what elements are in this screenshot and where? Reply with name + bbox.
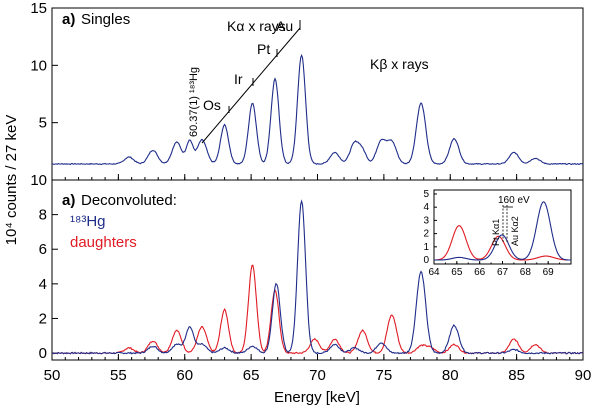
inset-series-hg183 — [434, 201, 571, 261]
y-tick-label: 0 — [423, 255, 429, 266]
gamma-line-label: 60.37(1) ¹⁸³Hg — [188, 67, 200, 137]
y-tick-label: 1 — [423, 242, 429, 253]
inset-series-group — [434, 201, 571, 261]
x-tick-label: 69 — [543, 267, 555, 278]
kalpha-label: Kα x rays — [227, 18, 286, 34]
x-tick-label: 66 — [474, 267, 486, 278]
bottom-x-ticks: 50 55 60 65 70 75 80 85 90 — [44, 354, 591, 384]
bottom-series-group — [51, 199, 584, 355]
x-tick-label: 60 — [176, 367, 193, 384]
x-tick-label: 80 — [442, 367, 459, 384]
y-axis-title: 10⁴ counts / 27 keV — [3, 115, 20, 246]
x-tick-label: 90 — [575, 367, 591, 384]
y-tick-label: 5 — [39, 115, 47, 132]
ir-label: Ir — [234, 71, 243, 87]
y-tick-label: 4 — [423, 202, 429, 213]
top-series-group — [51, 53, 584, 166]
bottom-panel-title: Deconvoluted: — [81, 192, 177, 209]
top-panel-title: Singles — [81, 11, 130, 28]
x-tick-label: 85 — [508, 367, 525, 384]
series-line-singles — [51, 53, 584, 166]
x-tick-label: 55 — [110, 367, 127, 384]
x-tick-label: 75 — [376, 367, 393, 384]
top-panel-label: a) — [62, 11, 75, 28]
inset-x-ticks: 64 65 66 67 68 69 — [428, 261, 572, 278]
x-axis-title: Energy [keV] — [274, 389, 360, 406]
series-line-hg183 — [51, 199, 584, 355]
kbeta-label: Kβ x rays — [370, 56, 429, 72]
series-line-daughters — [51, 264, 584, 355]
au-label: Au — [276, 18, 293, 34]
os-label: Os — [203, 97, 221, 113]
x-tick-label: 65 — [451, 267, 463, 278]
x-tick-label: 65 — [243, 367, 260, 384]
x-tick-label: 64 — [428, 267, 440, 278]
inset-series-daughters — [434, 225, 571, 261]
x-tick-label: 68 — [520, 267, 532, 278]
bottom-panel-label: a) — [62, 192, 75, 209]
legend-hg: ¹⁸³Hg — [70, 213, 106, 230]
y-tick-label: 6 — [39, 241, 47, 258]
y-tick-label: 10 — [30, 172, 47, 189]
y-tick-label: 8 — [39, 207, 47, 224]
inset-panel: 64 65 66 67 68 69 0 1 2 3 4 5 160 eV Pt Kα1 Au Kα2 — [423, 189, 572, 278]
legend-daughters: daughters — [70, 234, 137, 251]
top-y-ticks: 5 10 15 — [30, 0, 58, 132]
y-tick-label: 2 — [39, 310, 47, 327]
x-tick-label: 70 — [309, 367, 326, 384]
y-tick-label: 4 — [39, 276, 47, 293]
y-tick-label: 15 — [30, 0, 47, 17]
x-tick-label: 67 — [497, 267, 509, 278]
kalpha-bracket-line — [201, 27, 301, 144]
inset-separation-label: 160 eV — [498, 195, 530, 206]
top-x-ticks — [51, 174, 584, 180]
pt-label: Pt — [257, 41, 270, 57]
inset-au-label: Au Kα2 — [510, 216, 520, 246]
top-plot-frame — [51, 7, 584, 181]
y-tick-label: 2 — [423, 229, 429, 240]
inset-pt-label: Pt Kα1 — [491, 219, 501, 246]
y-tick-label: 10 — [30, 57, 47, 74]
y-tick-label: 5 — [423, 189, 429, 200]
y-tick-label: 3 — [423, 215, 429, 226]
x-tick-label: 50 — [44, 367, 61, 384]
bottom-y-ticks: 0 2 4 6 8 10 — [30, 172, 58, 362]
y-tick-label: 0 — [39, 345, 47, 362]
